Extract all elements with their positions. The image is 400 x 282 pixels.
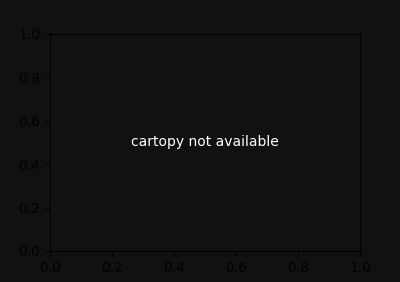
Text: cartopy not available: cartopy not available [131,135,279,149]
